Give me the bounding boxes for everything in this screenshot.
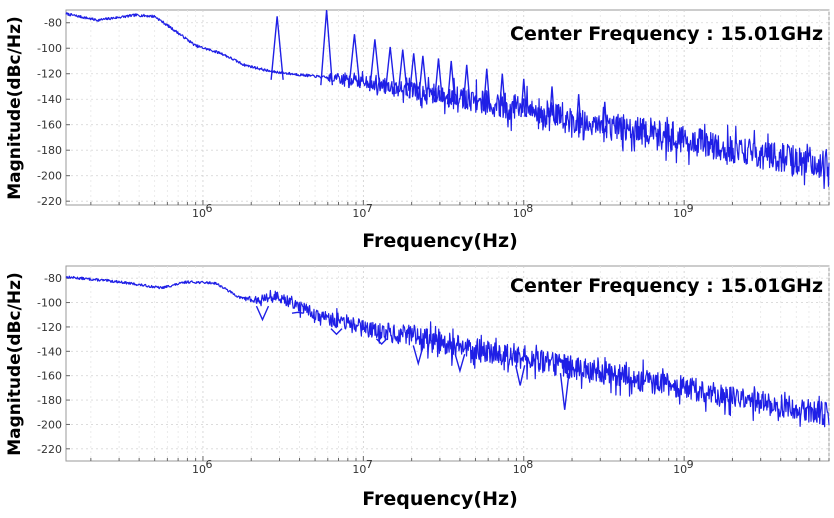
plot-area — [65, 265, 830, 462]
y-tick-label: -160 — [37, 370, 62, 383]
spur-peak — [270, 16, 284, 80]
spur-peak — [462, 64, 471, 107]
spur-peak — [482, 68, 491, 111]
y-tick-label: -160 — [37, 119, 62, 132]
y-axis-label: Magnitude(dBc/Hz) — [5, 16, 25, 200]
x-tick-exponent: 8 — [526, 202, 533, 215]
spur-peak — [514, 365, 526, 386]
x-tick-exponent: 9 — [687, 458, 694, 471]
spur-peak — [446, 60, 456, 105]
x-tick-exponent: 8 — [526, 458, 533, 471]
x-tick-label: 10 — [352, 207, 366, 220]
noise-trace — [65, 12, 830, 190]
y-tick-label: -80 — [44, 272, 62, 285]
spur-peak — [291, 311, 304, 314]
y-tick-label: -120 — [37, 68, 62, 81]
y-tick-label: -180 — [37, 144, 62, 157]
spur-peak — [433, 58, 444, 103]
x-axis-label: Frequency(Hz) — [362, 230, 518, 252]
y-tick-label: -120 — [37, 321, 62, 334]
spur-peak — [330, 328, 343, 336]
x-tick-label: 10 — [673, 463, 687, 476]
x-tick-exponent: 7 — [366, 202, 373, 215]
y-tick-label: -220 — [37, 195, 62, 208]
x-tick-exponent: 6 — [205, 202, 212, 215]
spur-peak — [575, 94, 582, 129]
spur-peak — [348, 34, 361, 89]
center-frequency-annotation: Center Frequency : 15.01GHz — [510, 23, 823, 45]
y-tick-label: -100 — [37, 297, 62, 310]
center-frequency-annotation: Center Frequency : 15.01GHz — [510, 275, 823, 297]
y-tick-label: -140 — [37, 93, 62, 106]
spur-peak — [454, 353, 466, 374]
x-tick-exponent: 9 — [687, 202, 694, 215]
spur-peak — [375, 338, 388, 345]
spur-peak — [520, 78, 528, 118]
spur-peak — [397, 49, 409, 97]
x-tick-exponent: 7 — [366, 458, 373, 471]
x-tick-label: 10 — [673, 207, 687, 220]
spur-peak — [255, 305, 270, 322]
spur-peak — [602, 101, 608, 134]
y-tick-label: -180 — [37, 394, 62, 407]
x-tick-label: 10 — [192, 207, 206, 220]
noise-trace — [65, 275, 830, 428]
spur-peak — [384, 46, 396, 95]
spur-peak — [559, 373, 570, 410]
y-tick-label: -80 — [44, 17, 62, 30]
y-tick-label: -200 — [37, 170, 62, 183]
y-axis-label: Magnitude(dBc/Hz) — [5, 272, 25, 456]
y-tick-label: -200 — [37, 418, 62, 431]
spur-peak — [368, 39, 381, 92]
x-axis-label: Frequency(Hz) — [362, 488, 518, 510]
x-tick-exponent: 6 — [205, 458, 212, 471]
spur-peak — [498, 73, 506, 114]
spur-peak — [417, 55, 428, 100]
spur-peak — [408, 53, 419, 99]
y-tick-label: -100 — [37, 42, 62, 55]
spur-peak — [412, 345, 424, 367]
x-tick-label: 10 — [192, 463, 206, 476]
y-tick-label: -140 — [37, 345, 62, 358]
x-tick-label: 10 — [352, 463, 366, 476]
x-tick-label: 10 — [513, 207, 527, 220]
x-tick-label: 10 — [513, 463, 527, 476]
spur-peak — [320, 9, 334, 86]
y-tick-label: -220 — [37, 443, 62, 456]
spur-peak — [548, 86, 556, 123]
plot-area — [65, 9, 830, 206]
